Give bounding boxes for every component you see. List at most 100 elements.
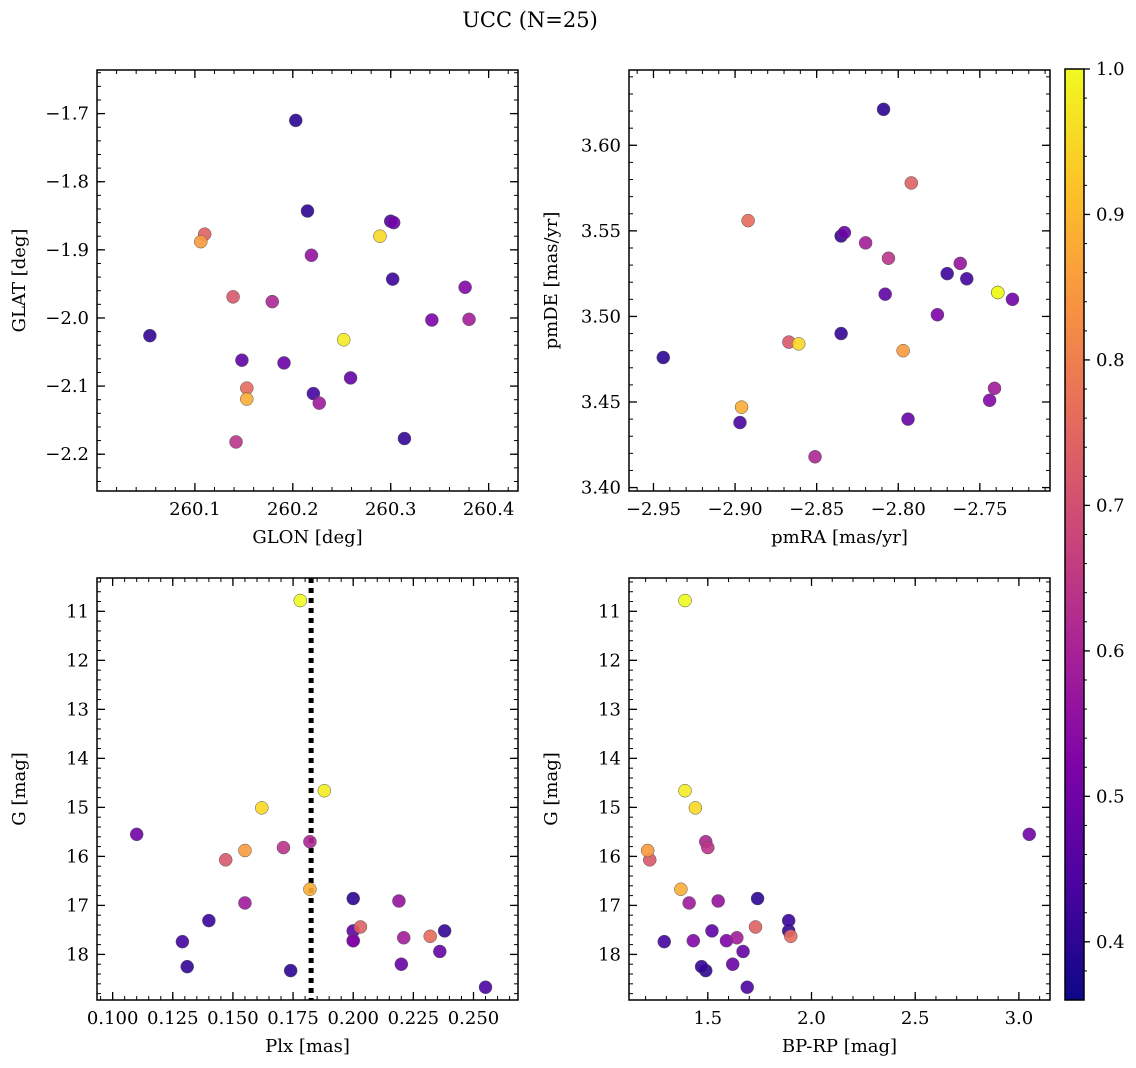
y-tick-label: 12 (598, 650, 621, 671)
data-point (740, 980, 754, 995)
data-point (736, 944, 750, 959)
y-tick-label: 15 (598, 797, 621, 818)
data-point (678, 783, 692, 798)
x-tick-label: 260.1 (169, 499, 221, 520)
data-point (1022, 827, 1037, 842)
data-point (255, 801, 269, 815)
data-point (423, 929, 437, 944)
data-point (143, 328, 157, 343)
x-axis-label: Plx [mas] (265, 1036, 350, 1057)
colorbar-tick-label: 1.0 (1096, 59, 1125, 80)
data-point (180, 959, 194, 974)
x-tick-label: −2.80 (871, 499, 926, 520)
data-point (837, 225, 852, 240)
data-point (303, 834, 317, 849)
data-point (396, 931, 411, 945)
data-point (808, 450, 822, 464)
y-tick-label: 3.45 (581, 392, 621, 413)
data-point (784, 929, 798, 944)
data-point (346, 933, 360, 948)
data-point (686, 933, 701, 948)
data-point (238, 843, 252, 858)
y-tick-label: −1.7 (45, 104, 89, 125)
data-point (733, 415, 747, 430)
data-point (392, 894, 406, 908)
x-tick-label: 0.200 (327, 1008, 379, 1029)
x-tick-label: 0.175 (267, 1008, 319, 1029)
y-tick-label: −2.0 (45, 308, 89, 329)
data-point (343, 371, 358, 385)
data-point (312, 396, 326, 410)
data-point (705, 924, 719, 938)
y-tick-label: 15 (66, 797, 89, 818)
data-point (303, 882, 317, 896)
x-tick-label: 3.0 (1005, 1008, 1034, 1029)
data-point (982, 393, 997, 408)
y-tick-label: 13 (66, 699, 89, 720)
data-point (336, 333, 351, 347)
data-point (276, 840, 291, 855)
data-point (734, 400, 749, 414)
data-point (791, 337, 806, 351)
y-axis-label: G [mag] (541, 752, 562, 825)
data-point (694, 959, 709, 974)
panel-plx-g: 0.100 0.125 0.150 0.175 0.200 0.225 0.250 11 12 1… (9, 577, 519, 1057)
data-point (682, 896, 696, 910)
points-plx-g (129, 578, 493, 1000)
colorbar-tick-label: 0.8 (1096, 350, 1125, 371)
data-point (458, 280, 472, 295)
data-point (678, 593, 692, 608)
data-point (711, 894, 725, 908)
y-tick-label: 17 (598, 895, 621, 916)
colorbar-gradient (1065, 69, 1084, 1000)
x-tick-label: 0.125 (147, 1008, 199, 1029)
colorbar-tick-label: 0.9 (1096, 204, 1125, 225)
data-point (386, 215, 401, 230)
data-point (960, 272, 974, 286)
data-point (373, 229, 387, 243)
data-point (750, 891, 765, 906)
data-point (394, 957, 409, 971)
data-point (317, 783, 332, 798)
data-point (433, 944, 447, 959)
data-point (346, 891, 360, 906)
data-point (238, 896, 252, 910)
data-point (940, 266, 954, 281)
data-point (656, 350, 671, 365)
data-point (240, 392, 254, 406)
y-tick-label: −2.1 (45, 376, 89, 397)
y-tick-label: 13 (598, 699, 621, 720)
y-axis-label: pmDE [mas/yr] (541, 212, 562, 350)
data-point (129, 827, 144, 842)
data-point (235, 353, 249, 367)
x-tick-label: 0.250 (448, 1008, 500, 1029)
data-point (991, 285, 1005, 300)
x-tick-label: −2.95 (626, 499, 681, 520)
x-tick-label: 260.3 (365, 499, 417, 520)
data-point (175, 934, 190, 949)
data-point (881, 251, 896, 266)
y-tick-label: 12 (66, 650, 89, 671)
data-point (904, 176, 919, 190)
data-point (725, 957, 740, 971)
data-point (878, 287, 892, 301)
data-point (876, 102, 891, 117)
data-point (896, 343, 910, 358)
colorbar-tick-label: 0.6 (1096, 641, 1125, 662)
data-point (834, 326, 848, 341)
data-point (953, 256, 968, 271)
data-point (218, 853, 233, 867)
y-tick-label: −2.2 (45, 444, 89, 465)
y-tick-label: 18 (598, 944, 621, 965)
x-axis-label: pmRA [mas/yr] (771, 527, 908, 548)
x-tick-label: 2.0 (797, 1008, 826, 1029)
colorbar-tick-label: 0.5 (1096, 786, 1125, 807)
panels: 260.1 260.2 260.3 260.4 −2.2 −2.1 −2.0 −1.9 −1.8… (9, 69, 1051, 1057)
data-point (741, 213, 755, 228)
panel-pmra-pmde: −2.95 −2.90 −2.85 −2.80 −2.75 3.40 3.45 3.50 3.5… (541, 69, 1051, 548)
axes-frame (96, 69, 519, 492)
points-bprp-g (640, 593, 1037, 995)
x-tick-label: 0.150 (207, 1008, 259, 1029)
data-point (425, 313, 439, 327)
